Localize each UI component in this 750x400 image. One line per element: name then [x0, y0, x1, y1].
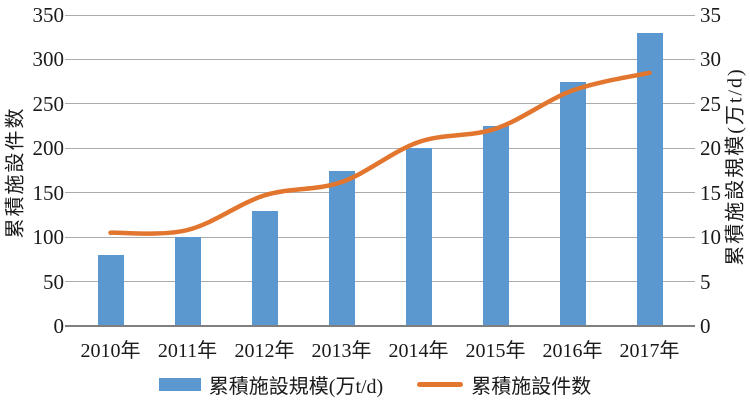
right-axis-tick-label: 30	[700, 47, 721, 72]
axis-tick-mark	[65, 14, 72, 16]
axis-tick-mark	[688, 236, 695, 238]
left-axis-tick-label: 50	[43, 269, 64, 294]
gridline	[72, 236, 688, 238]
right-axis-tick-label: 20	[700, 136, 721, 161]
bar-2015年	[482, 126, 509, 326]
right-axis-tick-label: 5	[700, 269, 711, 294]
x-axis-label-2014年: 2014年	[388, 340, 449, 362]
axis-tick-mark	[65, 103, 72, 105]
plot-area	[72, 14, 688, 326]
right-axis-tick-label: 0	[700, 314, 711, 338]
right-axis-tick-label: 35	[700, 3, 721, 27]
gridline	[72, 14, 688, 16]
axis-tick-mark	[688, 147, 695, 149]
legend-item-line-series: 累積施設件数	[417, 370, 591, 399]
axis-tick-mark	[65, 192, 72, 194]
left-axis-tick-label: 0	[53, 314, 65, 338]
axis-tick-mark	[65, 58, 72, 60]
left-axis-tick-label: 300	[32, 47, 65, 72]
x-axis-label-2017年: 2017年	[619, 340, 680, 362]
axis-tick-mark	[65, 281, 72, 283]
bar-2013年	[328, 170, 355, 326]
gridline	[72, 58, 688, 60]
right-axis-tick-label: 10	[700, 225, 721, 250]
gridline	[72, 103, 688, 105]
axis-tick-mark	[65, 147, 72, 149]
bar-2014年	[405, 148, 432, 326]
line-series-path	[108, 70, 652, 236]
x-axis-label-2013年: 2013年	[311, 340, 372, 362]
legend-item-bar-series: 累積施設規模(万t/d)	[158, 370, 384, 399]
x-axis-label-2011年: 2011年	[157, 340, 218, 362]
bar-2011年	[174, 237, 201, 326]
axis-tick-mark	[65, 236, 72, 238]
axis-tick-mark	[688, 281, 695, 283]
gridline	[72, 192, 688, 194]
line-series-swatch-icon	[417, 382, 464, 387]
axis-tick-mark	[688, 58, 695, 60]
line-series	[108, 70, 652, 236]
bar-2012年	[251, 210, 278, 326]
legend: 累積施設規模(万t/d) 累積施設件数	[0, 370, 750, 399]
left-axis-tick-label: 100	[32, 225, 65, 250]
legend-label-line-series: 累積施設件数	[471, 376, 592, 398]
bar-2010年	[97, 254, 124, 326]
axis-tick-mark	[688, 192, 695, 194]
axis-tick-mark	[688, 103, 695, 105]
gridline	[72, 281, 688, 283]
x-axis-label-2010年: 2010年	[80, 340, 141, 362]
right-axis-tick-label: 15	[700, 180, 721, 205]
left-axis-tick-label: 250	[32, 91, 65, 116]
legend-label-bar-series: 累積施設規模(万t/d)	[208, 376, 384, 398]
bar-2016年	[559, 81, 586, 326]
bar-2017年	[636, 32, 663, 326]
gridline	[72, 147, 688, 149]
left-axis-tick-label: 200	[32, 136, 65, 161]
x-axis-line	[65, 325, 695, 327]
x-axis-label-2016年: 2016年	[542, 340, 603, 362]
right-axis-tick-label: 25	[700, 91, 721, 116]
left-axis-title: 累積施設件数	[4, 106, 27, 239]
left-axis-tick-label: 350	[32, 3, 65, 27]
x-axis-label-2012年: 2012年	[234, 340, 295, 362]
right-axis-title: 累積施設規模(万t/d)	[724, 67, 747, 266]
x-axis-label-2015年: 2015年	[465, 340, 526, 362]
bar-series-swatch-icon	[158, 378, 201, 391]
axis-tick-mark	[688, 14, 695, 16]
left-axis-tick-label: 150	[32, 180, 65, 205]
